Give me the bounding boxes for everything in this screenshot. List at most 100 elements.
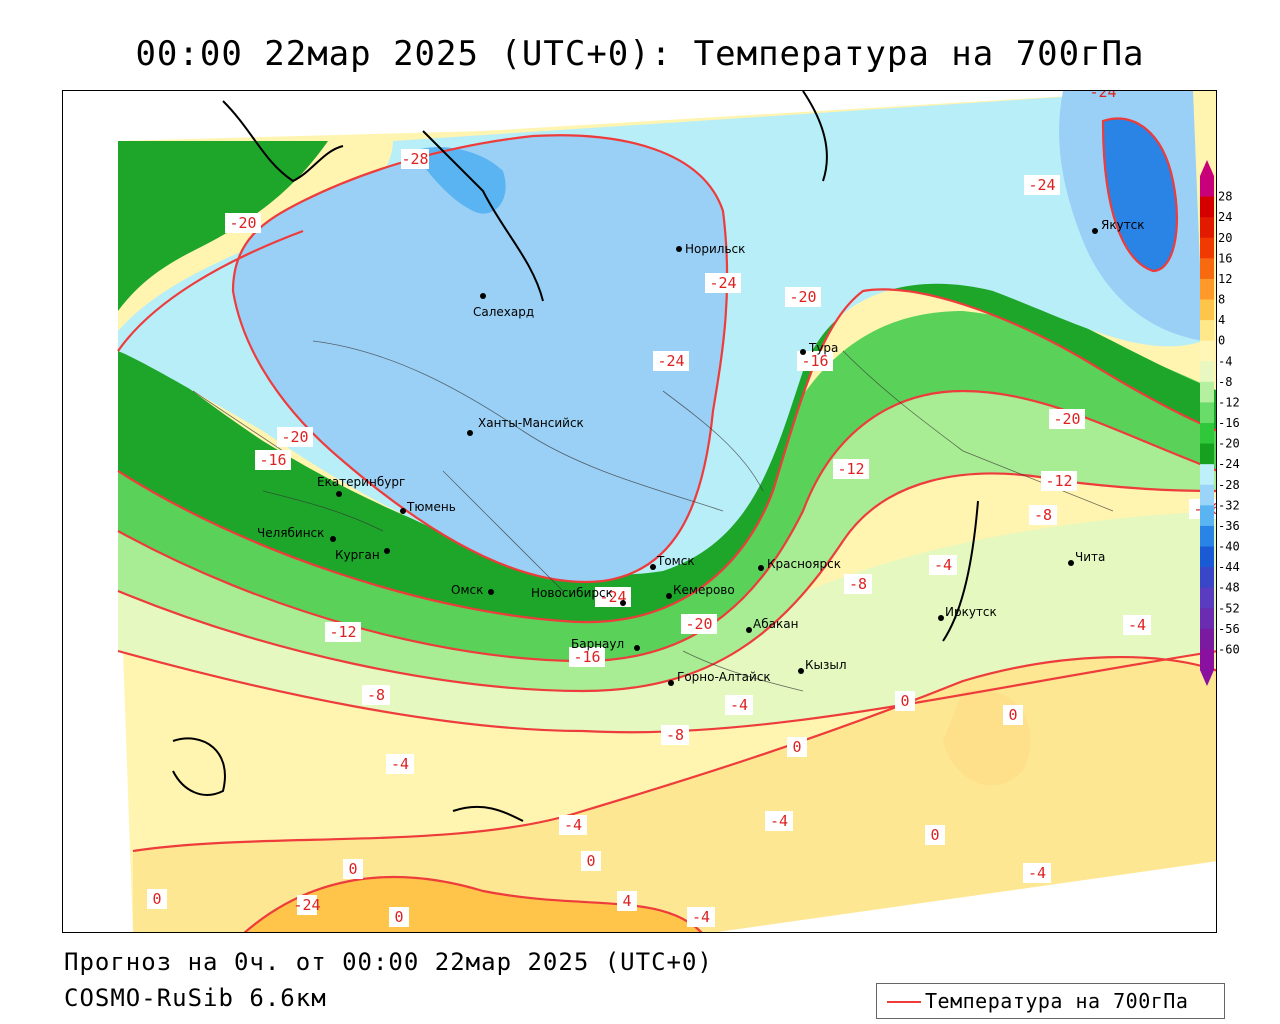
isotherm-label: -16: [797, 351, 833, 371]
zone-ne-colder: [1103, 118, 1177, 271]
isotherm-label: -24: [293, 895, 321, 915]
colorbar-swatch: [1200, 587, 1214, 609]
model-caption: COSMO-RuSib 6.6км: [64, 984, 327, 1012]
isotherm-label: -20: [681, 614, 717, 634]
svg-text:0: 0: [792, 738, 801, 756]
svg-text:4: 4: [622, 892, 631, 910]
svg-text:-24: -24: [1028, 176, 1055, 194]
svg-text:-24: -24: [709, 274, 736, 292]
isotherm-label: -24: [705, 273, 741, 293]
colorbar-swatch: [1200, 546, 1214, 568]
colorbar-swatch: [1200, 278, 1214, 300]
city-kemerovo: Кемерово: [666, 583, 735, 599]
colorbar-tick-label: -4: [1218, 354, 1232, 368]
svg-text:0: 0: [586, 852, 595, 870]
colorbar-swatch: [1200, 340, 1214, 362]
colorbar-swatch: [1200, 567, 1214, 589]
forecast-caption: Прогноз на 0ч. от 00:00 22мар 2025 (UTC+…: [64, 948, 713, 976]
isotherm-label: -20: [1049, 409, 1085, 429]
isotherm-label: 0: [147, 889, 167, 909]
zone-minus24: [233, 135, 728, 582]
colorbar-tick-label: -12: [1218, 395, 1240, 409]
colorbar-swatch: [1200, 176, 1214, 198]
colorbar-tick-label: -52: [1218, 601, 1240, 615]
city-chelyabinsk: Челябинск: [257, 526, 336, 542]
svg-text:-16: -16: [573, 648, 600, 666]
colorbar-swatch: [1200, 381, 1214, 403]
svg-text:-20: -20: [281, 428, 308, 446]
svg-text:-8: -8: [367, 686, 385, 704]
isotherm-label: -20: [225, 213, 261, 233]
colorbar-swatch: [1200, 361, 1214, 383]
isotherm-label: 0: [389, 907, 409, 927]
isotherm-label: 0: [581, 851, 601, 871]
colorbar-tick-label: 24: [1218, 210, 1232, 224]
colorbar-swatch: [1200, 299, 1214, 321]
colorbar-tick-label: -36: [1218, 519, 1240, 533]
city-salekhard: Салехард: [473, 293, 534, 319]
zone-zero: [133, 657, 1216, 932]
isotherm-label: -4: [929, 555, 957, 575]
city-ekaterinburg: Екатеринбург: [317, 475, 405, 497]
colorbar-tick-label: -56: [1218, 622, 1240, 636]
svg-text:Якутск: Якутск: [1101, 218, 1145, 232]
city-kurgan: Курган: [335, 548, 390, 562]
svg-text:Екатеринбург: Екатеринбург: [317, 475, 405, 489]
isotherm-label: -12: [325, 622, 361, 642]
isotherm-label: 0: [925, 825, 945, 845]
city-gorno-altaysk: Горно-Алтайск: [668, 670, 771, 686]
colorbar-ticks: 28 24 20 16 12 8 4 0 -4 -8 -12 -16 -20 -24 -28 -32 -36 -4…: [1218, 190, 1240, 657]
colorbar-tick-label: 20: [1218, 231, 1232, 245]
svg-text:0: 0: [900, 692, 909, 710]
city-tura: Тура: [800, 341, 838, 355]
city-abakan: Абакан: [746, 617, 798, 633]
svg-text:-16: -16: [259, 451, 286, 469]
isotherm-label: 0: [787, 737, 807, 757]
svg-text:-4: -4: [1128, 616, 1146, 634]
colorbar-tick-label: 12: [1218, 272, 1232, 286]
isotherm-label: -24: [653, 351, 689, 371]
svg-text:-20: -20: [229, 214, 256, 232]
svg-text:-8: -8: [666, 726, 684, 744]
isotherm-label: 0: [1003, 705, 1023, 725]
isotherm-label: -8: [362, 685, 390, 705]
isotherm-label: -8: [844, 574, 872, 594]
svg-text:Тюмень: Тюмень: [406, 500, 456, 514]
isotherm-label-group: -28 -24 -24 -24 -24 -20 -20 -20 -20 -20 …: [147, 91, 1216, 927]
colorbar-swatch: [1200, 237, 1214, 259]
svg-text:-24: -24: [293, 896, 320, 914]
colorbar-swatch: [1200, 649, 1214, 671]
isotherm-label: -8: [1029, 505, 1057, 525]
svg-text:-12: -12: [329, 623, 356, 641]
city-kyzyl: Кызыл: [798, 658, 847, 674]
isotherm-label: -4: [1023, 863, 1051, 883]
city-omsk: Омск: [451, 583, 494, 597]
svg-text:0: 0: [1008, 706, 1017, 724]
svg-text:Ханты-Мансийск: Ханты-Мансийск: [478, 416, 584, 430]
svg-text:Омск: Омск: [451, 583, 483, 597]
svg-text:Томск: Томск: [656, 554, 695, 568]
isotherm-label: -8: [661, 725, 689, 745]
svg-text:Чита: Чита: [1075, 550, 1105, 564]
city-barnaul: Барнаул: [571, 637, 640, 651]
isotherm-label: -4: [559, 815, 587, 835]
colorbar-tick-label: 28: [1218, 190, 1232, 204]
isotherm-lines: [117, 117, 1216, 932]
isotherm-label: -20: [785, 287, 821, 307]
city-norilsk: Норильск: [676, 242, 745, 256]
colorbar-tick-label: -24: [1218, 457, 1240, 471]
svg-text:-4: -4: [391, 755, 409, 773]
svg-text:Кемерово: Кемерово: [673, 583, 735, 597]
svg-text:-20: -20: [1053, 410, 1080, 428]
svg-text:Тура: Тура: [808, 341, 838, 355]
isotherm-label: -28: [401, 149, 429, 169]
svg-text:Кызыл: Кызыл: [805, 658, 847, 672]
admin-boundaries: [192, 340, 1114, 692]
city-khanty-mansiysk: Ханты-Мансийск: [467, 416, 584, 436]
svg-text:-24: -24: [1089, 91, 1116, 101]
colorbar-tick-label: -28: [1218, 478, 1240, 492]
city-tyumen: Тюмень: [400, 500, 456, 514]
colorbar-tick-label: -40: [1218, 540, 1240, 554]
svg-text:Иркутск: Иркутск: [945, 605, 997, 619]
svg-text:-4: -4: [770, 812, 788, 830]
